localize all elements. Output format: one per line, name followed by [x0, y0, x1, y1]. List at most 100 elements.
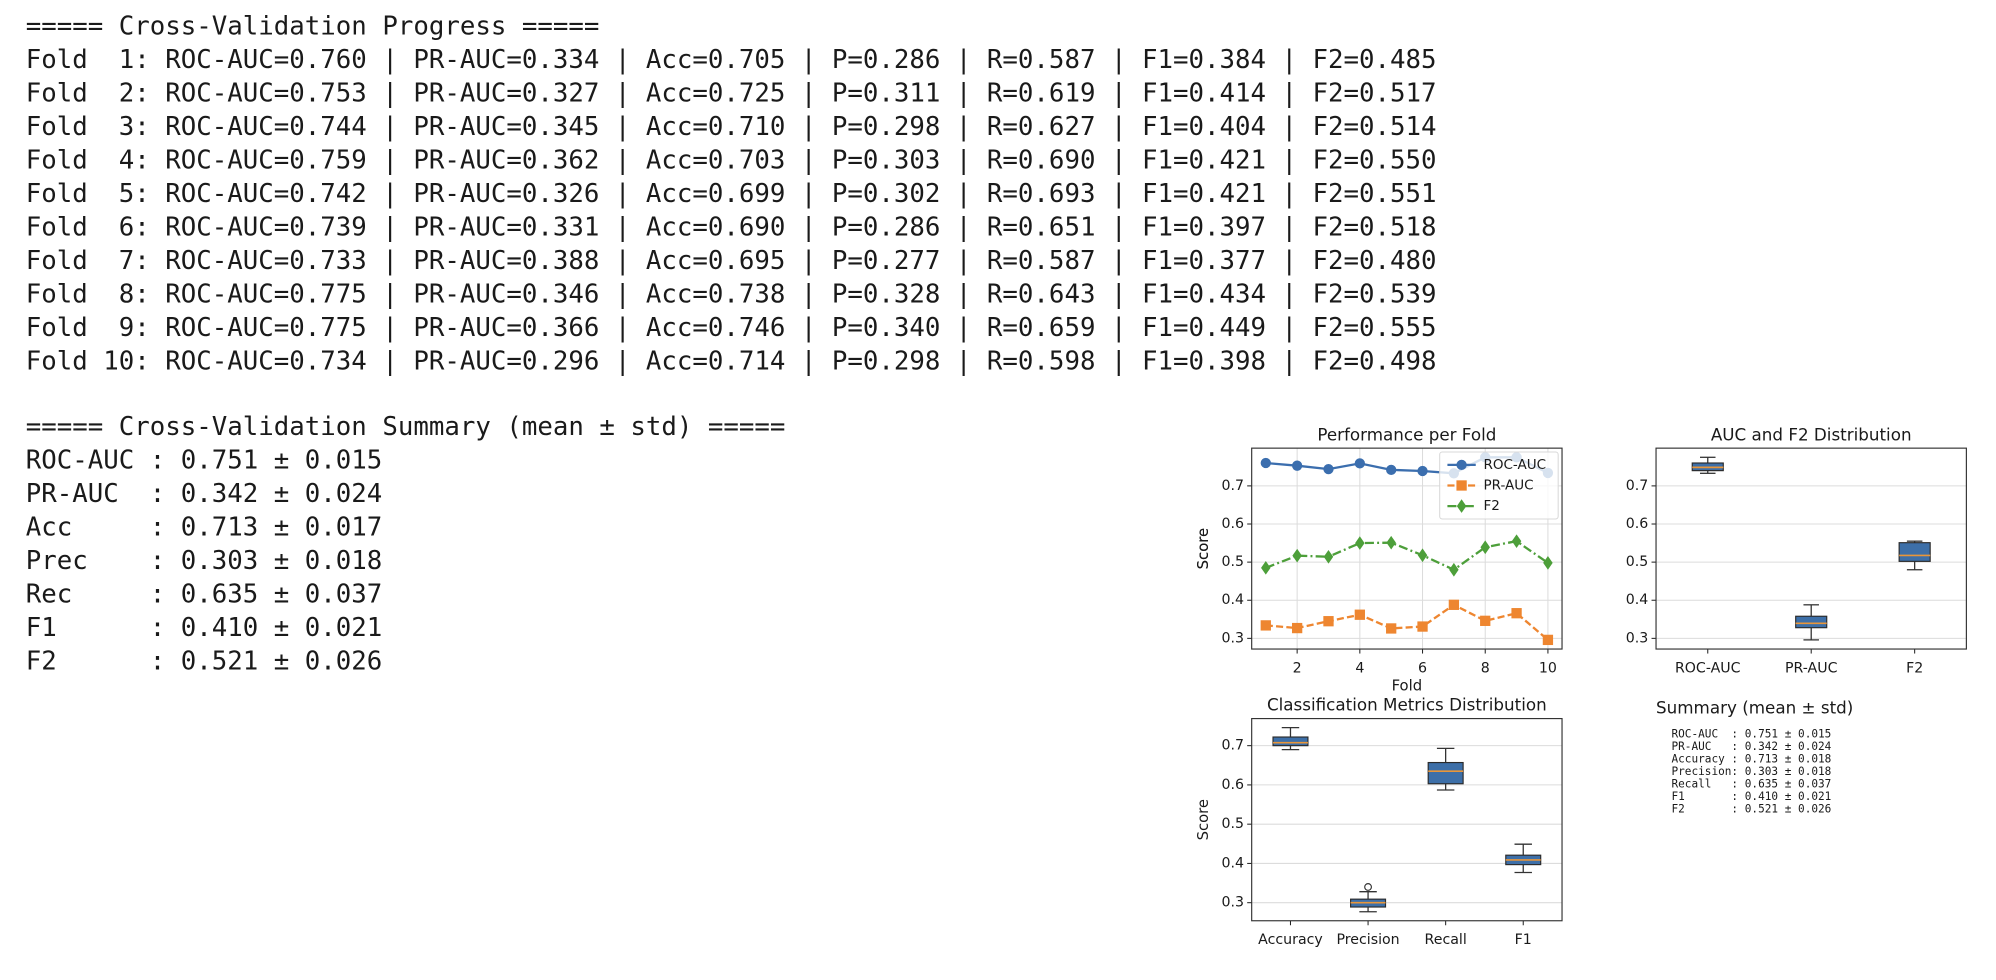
marker	[1323, 463, 1334, 475]
marker	[1291, 460, 1303, 471]
marker	[1449, 562, 1459, 577]
console-line: F2 : 0.521 ± 0.026	[26, 646, 383, 676]
x-tick-label: PR-AUC	[1785, 660, 1838, 676]
chart-title: Performance per Fold	[1317, 424, 1496, 444]
axes-frame	[1251, 447, 1563, 650]
console-line: Fold 4: ROC-AUC=0.759 | PR-AUC=0.362 | A…	[26, 145, 1437, 175]
y-tick-label: 0.5	[1626, 554, 1649, 570]
legend-box	[1439, 451, 1559, 520]
y-tick-label: 0.3	[1626, 630, 1649, 646]
y-tick-label: 0.4	[1221, 855, 1244, 871]
y-tick-label: 0.5	[1221, 816, 1244, 832]
legend-marker	[1456, 480, 1467, 491]
console-line: Prec : 0.303 ± 0.018	[26, 546, 383, 576]
legend-label: F2	[1483, 498, 1499, 514]
y-tick-label: 0.7	[1221, 738, 1244, 754]
box	[1795, 615, 1828, 629]
chart-title: Classification Metrics Distribution	[1267, 695, 1547, 715]
y-tick-label: 0.3	[1221, 895, 1244, 911]
marker	[1480, 615, 1491, 626]
x-tick-label: ROC-AUC	[1675, 660, 1741, 676]
console-line: F1 : 0.410 ± 0.021	[26, 613, 383, 643]
marker	[1355, 536, 1365, 550]
y-axis-label: Score	[1195, 799, 1212, 840]
marker	[1417, 548, 1428, 563]
marker	[1354, 609, 1365, 620]
console-line: PR-AUC : 0.342 ± 0.024	[26, 479, 383, 509]
console-line: Fold 3: ROC-AUC=0.744 | PR-AUC=0.345 | A…	[26, 112, 1437, 142]
box	[1898, 542, 1931, 562]
marker	[1386, 464, 1397, 476]
x-tick-label: 4	[1355, 660, 1364, 676]
y-tick-label: 0.6	[1221, 777, 1244, 793]
console-line: Fold 2: ROC-AUC=0.753 | PR-AUC=0.327 | A…	[26, 79, 1437, 109]
console-line: Fold 6: ROC-AUC=0.739 | PR-AUC=0.331 | A…	[26, 212, 1437, 242]
box	[1427, 761, 1464, 785]
marker	[1292, 548, 1302, 563]
y-tick-label: 0.7	[1626, 478, 1649, 494]
axes-frame	[1251, 717, 1563, 922]
legend-label: PR-AUC	[1483, 477, 1533, 493]
marker	[1417, 621, 1428, 632]
marker	[1260, 457, 1271, 469]
y-tick-label: 0.4	[1626, 592, 1649, 608]
marker	[1386, 623, 1397, 634]
panel-line: F2 : 0.521 ± 0.026	[1671, 803, 1831, 816]
panel-line: Accuracy : 0.713 ± 0.018	[1671, 753, 1831, 766]
y-tick-label: 0.4	[1221, 592, 1244, 608]
box	[1272, 736, 1309, 747]
marker	[1261, 561, 1271, 575]
console-header: ===== Cross-Validation Progress =====	[26, 12, 600, 42]
marker	[1323, 616, 1334, 627]
marker	[1323, 549, 1334, 564]
marker	[1291, 622, 1303, 634]
marker	[1354, 458, 1365, 469]
legend-marker	[1456, 459, 1467, 471]
x-axis-label: Fold	[1392, 677, 1423, 694]
console-header: ===== Cross-Validation Summary (mean ± s…	[26, 412, 786, 442]
marker	[1386, 535, 1396, 550]
axes-frame	[1655, 447, 1967, 650]
marker	[1448, 599, 1460, 610]
series-line	[1265, 603, 1549, 641]
marker	[1542, 634, 1554, 646]
x-tick-label: 10	[1539, 660, 1557, 676]
series-line	[1265, 539, 1549, 572]
outlier	[1364, 883, 1372, 891]
x-tick-label: F1	[1515, 932, 1532, 948]
x-tick-label: 8	[1481, 660, 1490, 676]
marker	[1511, 608, 1522, 619]
legend-marker	[1456, 499, 1467, 513]
y-tick-label: 0.3	[1221, 630, 1244, 646]
console-line: Fold 7: ROC-AUC=0.733 | PR-AUC=0.388 | A…	[26, 246, 1437, 276]
panel-line: ROC-AUC : 0.751 ± 0.015	[1671, 728, 1831, 741]
panel-title: Summary (mean ± std)	[1656, 697, 1853, 717]
panel-line: Precision: 0.303 ± 0.018	[1671, 765, 1831, 778]
panel-line: PR-AUC : 0.342 ± 0.024	[1671, 740, 1831, 753]
x-tick-label: Accuracy	[1258, 932, 1323, 948]
console-line: Fold 1: ROC-AUC=0.760 | PR-AUC=0.334 | A…	[26, 45, 1437, 75]
y-tick-label: 0.7	[1221, 478, 1244, 494]
marker	[1417, 465, 1428, 477]
y-tick-label: 0.6	[1626, 516, 1649, 532]
console-line: Rec : 0.635 ± 0.037	[26, 579, 383, 609]
chart: Performance per Fold Score 0.3 0.4 0.5 0.6 0.7…	[1195, 424, 1563, 694]
x-tick-label: 2	[1293, 660, 1302, 676]
y-tick-label: 0.5	[1221, 554, 1244, 570]
chart: Classification Metrics Distribution Score…	[1195, 695, 1563, 948]
x-tick-label: F2	[1906, 660, 1923, 676]
chart-title: AUC and F2 Distribution	[1711, 424, 1912, 444]
console-line: Fold 5: ROC-AUC=0.742 | PR-AUC=0.326 | A…	[26, 179, 1437, 209]
marker	[1260, 620, 1271, 631]
marker	[1511, 534, 1522, 548]
y-tick-label: 0.6	[1221, 516, 1244, 532]
marker	[1543, 556, 1553, 570]
x-tick-label: 6	[1418, 660, 1427, 676]
marker	[1480, 540, 1490, 555]
console-line: Acc : 0.713 ± 0.017	[26, 512, 383, 542]
x-tick-label: Precision	[1336, 932, 1399, 948]
legend-label: ROC-AUC	[1483, 457, 1546, 473]
console-line: Fold 9: ROC-AUC=0.775 | PR-AUC=0.366 | A…	[26, 313, 1437, 343]
